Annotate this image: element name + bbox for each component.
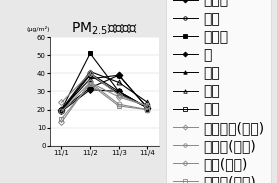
Text: (μg/m²): (μg/m²): [26, 26, 50, 32]
Legend: 況大津, 大東, 大阪市, 堤, 豊中, 吹田, 八尾, 河内長野(自排), 大阪市(自排), 吹田(自排), 東大阪(自排): 況大津, 大東, 大阪市, 堤, 豊中, 吹田, 八尾, 河内長野(自排), 大…: [166, 0, 271, 183]
Title: PM$_{2.5}$質量濃度: PM$_{2.5}$質量濃度: [71, 21, 138, 37]
